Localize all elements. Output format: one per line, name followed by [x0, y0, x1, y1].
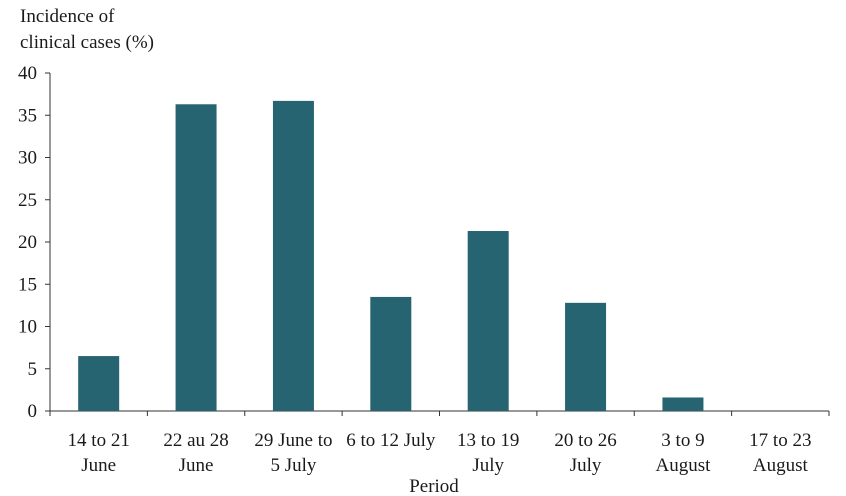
y-axis-label-line-1: Incidence of: [20, 6, 115, 27]
x-tick-label: June: [81, 455, 116, 476]
y-tick-label: 0: [28, 401, 38, 422]
y-tick-label: 5: [28, 359, 38, 380]
x-tick-label: July: [472, 455, 504, 476]
x-tick-label: 20 to 26: [554, 430, 616, 451]
x-tick-label: 29 June to: [254, 430, 332, 451]
x-tick-label: August: [655, 455, 711, 476]
y-tick-label: 30: [18, 148, 37, 169]
x-tick-label: 5 July: [270, 455, 316, 476]
bar: [272, 100, 314, 411]
y-tick-label: 20: [18, 232, 37, 253]
bars: [78, 100, 704, 411]
y-tick-label: 10: [18, 317, 37, 338]
x-tick-label: 14 to 21: [68, 430, 130, 451]
bar: [175, 104, 217, 411]
x-tick-label: July: [570, 455, 602, 476]
bar: [662, 397, 704, 411]
bar: [370, 296, 412, 411]
bar: [467, 231, 509, 411]
x-tick-label: 22 au 28: [163, 430, 228, 451]
y-axis-label-line-2: clinical cases (%): [20, 32, 154, 53]
x-tick-label: 6 to 12 July: [346, 430, 436, 451]
y-tick-label: 40: [18, 63, 37, 84]
x-axis: [49, 410, 830, 416]
x-tick-label: 3 to 9: [661, 430, 704, 451]
y-tick-label: 25: [18, 190, 37, 211]
x-axis-label: Period: [409, 476, 459, 496]
x-tick-label: 17 to 23: [749, 430, 811, 451]
x-tick-label: 13 to 19: [457, 430, 519, 451]
y-axis: 0 5 10 15 20 25 30 35 40: [18, 63, 51, 422]
x-tick-label: August: [753, 455, 809, 476]
y-tick-label: 15: [18, 274, 37, 295]
bar: [565, 302, 607, 411]
bar: [78, 356, 120, 411]
x-tick-labels: 14 to 21 June 22 au 28 June 29 June to 5 July…: [68, 430, 812, 476]
y-tick-label: 35: [18, 105, 37, 126]
x-tick-label: June: [179, 455, 214, 476]
